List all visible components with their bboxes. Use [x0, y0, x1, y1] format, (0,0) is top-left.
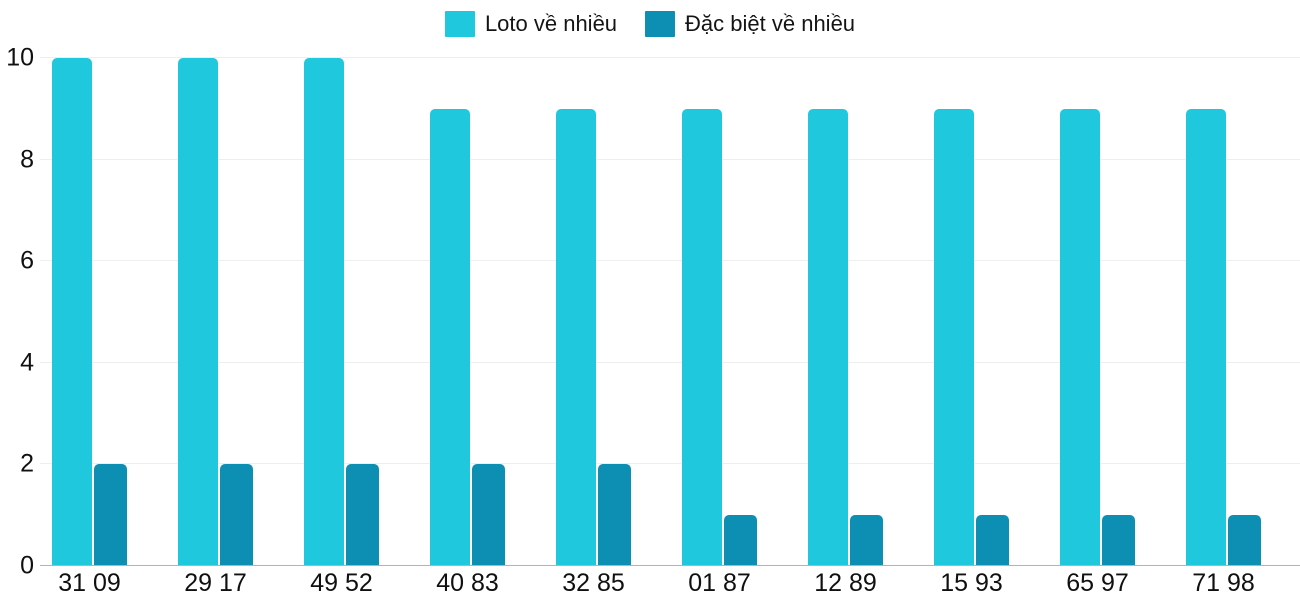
legend-label-loto: Loto về nhiều	[484, 11, 618, 36]
bar-group	[682, 58, 757, 566]
bar[interactable]	[1060, 108, 1100, 566]
bar-group	[304, 58, 379, 566]
x-axis-tick-label: 49 52	[310, 569, 373, 597]
legend-item-dacbiet[interactable]: Đặc biệt về nhiều	[645, 11, 855, 37]
x-axis-tick-label: 29 17	[184, 569, 247, 597]
bar[interactable]	[346, 464, 379, 566]
y-axis: 0 2 4 6 8 10	[0, 45, 34, 578]
x-axis-tick-label: 71 98	[1192, 569, 1255, 597]
bar[interactable]	[472, 464, 505, 566]
bar[interactable]	[430, 108, 470, 566]
bar[interactable]	[850, 515, 883, 566]
bar-group	[808, 58, 883, 566]
bar-group	[52, 58, 127, 566]
legend-swatch-icon-loto	[444, 11, 475, 37]
y-axis-tick-label: 6	[20, 246, 34, 275]
bar-group	[556, 58, 631, 566]
bar[interactable]	[94, 464, 127, 566]
bar[interactable]	[178, 58, 218, 566]
y-axis-tick-label: 4	[20, 348, 34, 377]
legend-swatch-icon-dacbiet	[645, 11, 676, 37]
bar[interactable]	[808, 108, 848, 566]
bar[interactable]	[556, 108, 596, 566]
bar[interactable]	[976, 515, 1009, 566]
bar-series-container	[40, 58, 1300, 566]
y-axis-tick-label: 8	[20, 145, 34, 174]
x-axis-line	[40, 564, 1300, 566]
x-axis-tick-label: 32 85	[562, 569, 625, 597]
chart-legend: Loto về nhiều Đặc biệt về nhiều	[0, 0, 1300, 48]
y-axis-tick-label: 2	[20, 449, 34, 478]
bar[interactable]	[52, 58, 92, 566]
bar[interactable]	[1102, 515, 1135, 566]
bar-group	[1186, 58, 1261, 566]
bar[interactable]	[220, 464, 253, 566]
x-axis-tick-label: 40 83	[436, 569, 499, 597]
y-axis-tick-label: 10	[6, 43, 34, 72]
legend-label-dacbiet: Đặc biệt về nhiều	[685, 11, 856, 36]
bar[interactable]	[304, 58, 344, 566]
x-axis-tick-label: 31 09	[58, 569, 121, 597]
x-axis-tick-label: 15 93	[940, 569, 1003, 597]
bar[interactable]	[1228, 515, 1261, 566]
x-axis-tick-label: 12 89	[814, 569, 877, 597]
legend-item-loto[interactable]: Loto về nhiều	[444, 11, 618, 37]
x-axis: 31 09 29 17 49 52 40 83 32 85 01 87 12 89 15 93…	[40, 568, 1300, 600]
bar-group	[1060, 58, 1135, 566]
bar[interactable]	[682, 108, 722, 566]
x-axis-tick-label: 01 87	[688, 569, 751, 597]
bar-group	[934, 58, 1009, 566]
bar-group	[430, 58, 505, 566]
bar[interactable]	[724, 515, 757, 566]
y-axis-tick-label: 0	[20, 551, 34, 580]
bar[interactable]	[934, 108, 974, 566]
bar-group	[178, 58, 253, 566]
bar[interactable]	[1186, 108, 1226, 566]
plot-area	[40, 57, 1300, 566]
bar[interactable]	[598, 464, 631, 566]
x-axis-tick-label: 65 97	[1066, 569, 1129, 597]
